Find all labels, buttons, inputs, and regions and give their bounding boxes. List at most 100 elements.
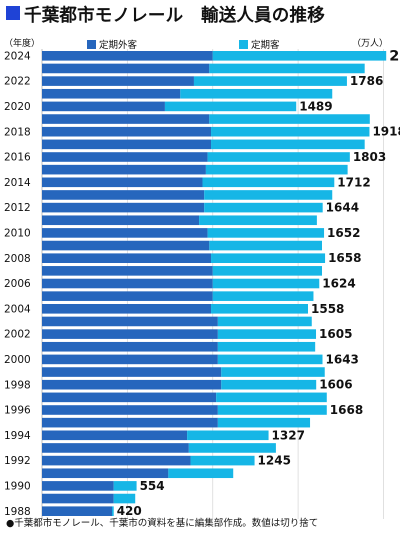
bar-non-commuter-2008 — [42, 253, 212, 263]
bar-non-commuter-2004 — [42, 304, 212, 314]
bar-non-commuter-2017 — [42, 139, 212, 150]
bar-commuter-2016 — [207, 152, 350, 162]
total-label-1994: 1327 — [272, 428, 305, 442]
year-unit-label: （年度） — [4, 39, 41, 49]
year-tick-label: 2012 — [4, 202, 31, 214]
bar-non-commuter-2011 — [42, 215, 200, 226]
bar-non-commuter-1992 — [42, 455, 191, 466]
chart-title: 千葉都市モノレール 輸送人員の推移 — [24, 6, 325, 26]
bar-commuter-2021 — [180, 88, 333, 99]
bar-non-commuter-2015 — [42, 164, 206, 175]
bar-non-commuter-2020 — [42, 101, 165, 112]
bar-commuter-2013 — [204, 190, 333, 200]
year-tick-label: 1998 — [4, 379, 31, 391]
bar-non-commuter-2003 — [42, 316, 218, 327]
year-tick-label: 1992 — [4, 455, 31, 467]
total-label-1992: 1245 — [258, 454, 291, 468]
bar-non-commuter-2019 — [42, 114, 210, 124]
bar-non-commuter-2014 — [42, 177, 203, 188]
total-label-1996: 1668 — [330, 403, 363, 417]
bar-non-commuter-2018 — [42, 126, 212, 137]
total-label-2020: 1489 — [299, 99, 332, 113]
bar-non-commuter-2002 — [42, 329, 218, 339]
total-label-2024: 2016 — [389, 49, 400, 65]
year-tick-label: 2016 — [4, 152, 31, 164]
bar-commuter-2019 — [209, 114, 370, 124]
total-label-1988: 420 — [117, 504, 142, 518]
bar-non-commuter-2006 — [42, 278, 213, 289]
bar-non-commuter-1994 — [42, 430, 188, 441]
bar-commuter-1988 — [112, 506, 114, 516]
total-label-2010: 1652 — [327, 226, 360, 240]
bar-non-commuter-1988 — [42, 506, 112, 516]
total-label-2018: 1918 — [372, 125, 400, 139]
bar-commuter-1997 — [216, 392, 327, 403]
bar-non-commuter-2009 — [42, 240, 210, 251]
year-tick-label: 1996 — [4, 405, 31, 417]
total-label-2012: 1644 — [326, 201, 359, 215]
bar-commuter-2010 — [207, 228, 325, 238]
bar-commuter-1998 — [221, 379, 317, 390]
legend-label-commuter: 定期客 — [251, 40, 280, 51]
bar-non-commuter-2024 — [42, 51, 213, 61]
year-tick-label: 2008 — [4, 253, 31, 265]
bar-commuter-2000 — [217, 354, 323, 365]
bar-commuter-1993 — [188, 443, 276, 453]
year-tick-label: 2022 — [4, 76, 31, 88]
year-tick-label: 2004 — [4, 303, 31, 315]
bar-commuter-1989 — [113, 493, 136, 504]
bar-non-commuter-2022 — [42, 76, 194, 86]
legend-item-commuter: 定期客 — [239, 37, 280, 51]
year-tick-label: 2010 — [4, 228, 31, 240]
bar-non-commuter-1997 — [42, 392, 217, 403]
bar-commuter-2007 — [212, 266, 322, 276]
year-tick-label: 1994 — [4, 430, 31, 442]
bar-commuter-2012 — [204, 202, 323, 213]
bar-non-commuter-2021 — [42, 88, 181, 99]
bar-non-commuter-1989 — [42, 493, 114, 504]
bar-non-commuter-2012 — [42, 202, 205, 213]
bar-commuter-2018 — [211, 126, 370, 137]
bar-commuter-2022 — [193, 76, 347, 86]
bar-commuter-2024 — [212, 51, 387, 61]
bar-non-commuter-1995 — [42, 417, 218, 428]
bar-commuter-2005 — [212, 291, 314, 301]
bar-commuter-2002 — [217, 329, 317, 339]
year-tick-label: 2024 — [4, 50, 31, 62]
bar-commuter-2004 — [211, 304, 308, 314]
bar-commuter-2003 — [217, 316, 312, 327]
bar-commuter-1994 — [187, 430, 269, 441]
bar-commuter-1996 — [217, 405, 327, 415]
year-tick-label: 2006 — [4, 278, 31, 290]
bar-commuter-1992 — [190, 455, 255, 466]
bar-non-commuter-1996 — [42, 405, 218, 415]
bar-non-commuter-2016 — [42, 152, 208, 162]
bar-commuter-2008 — [211, 253, 326, 263]
bar-commuter-2011 — [199, 215, 317, 226]
year-tick-label: 2020 — [4, 101, 31, 113]
total-label-2000: 1643 — [326, 352, 359, 366]
year-tick-label: 2018 — [4, 126, 31, 138]
bar-non-commuter-2010 — [42, 228, 208, 238]
total-label-2006: 1624 — [322, 277, 355, 291]
bar-commuter-1991 — [168, 468, 234, 479]
bar-non-commuter-1993 — [42, 443, 189, 453]
year-tick-label: 1990 — [4, 481, 31, 493]
footnote: ●千葉都市モノレール、千葉市の資料を基に編集部作成。数値は切り捨て — [6, 518, 319, 529]
bar-non-commuter-2023 — [42, 63, 210, 74]
total-label-1998: 1606 — [319, 378, 352, 392]
bar-commuter-2023 — [209, 63, 365, 74]
bar-non-commuter-2001 — [42, 341, 218, 352]
bar-commuter-2017 — [211, 139, 365, 150]
year-tick-label: 2014 — [4, 177, 31, 189]
bar-commuter-1990 — [113, 481, 137, 491]
bar-non-commuter-2013 — [42, 190, 205, 200]
bar-commuter-2020 — [164, 101, 297, 112]
bar-non-commuter-1991 — [42, 468, 169, 479]
bar-commuter-1999 — [221, 367, 325, 377]
bar-commuter-2001 — [217, 341, 316, 352]
total-label-1990: 554 — [140, 479, 165, 493]
bar-non-commuter-2000 — [42, 354, 218, 365]
legend-item-non-commuter: 定期外客 — [87, 37, 137, 51]
